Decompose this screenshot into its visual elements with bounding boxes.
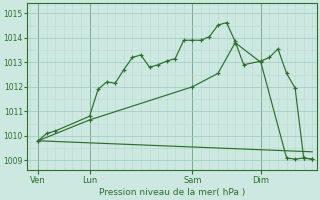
X-axis label: Pression niveau de la mer( hPa ): Pression niveau de la mer( hPa )	[99, 188, 245, 197]
